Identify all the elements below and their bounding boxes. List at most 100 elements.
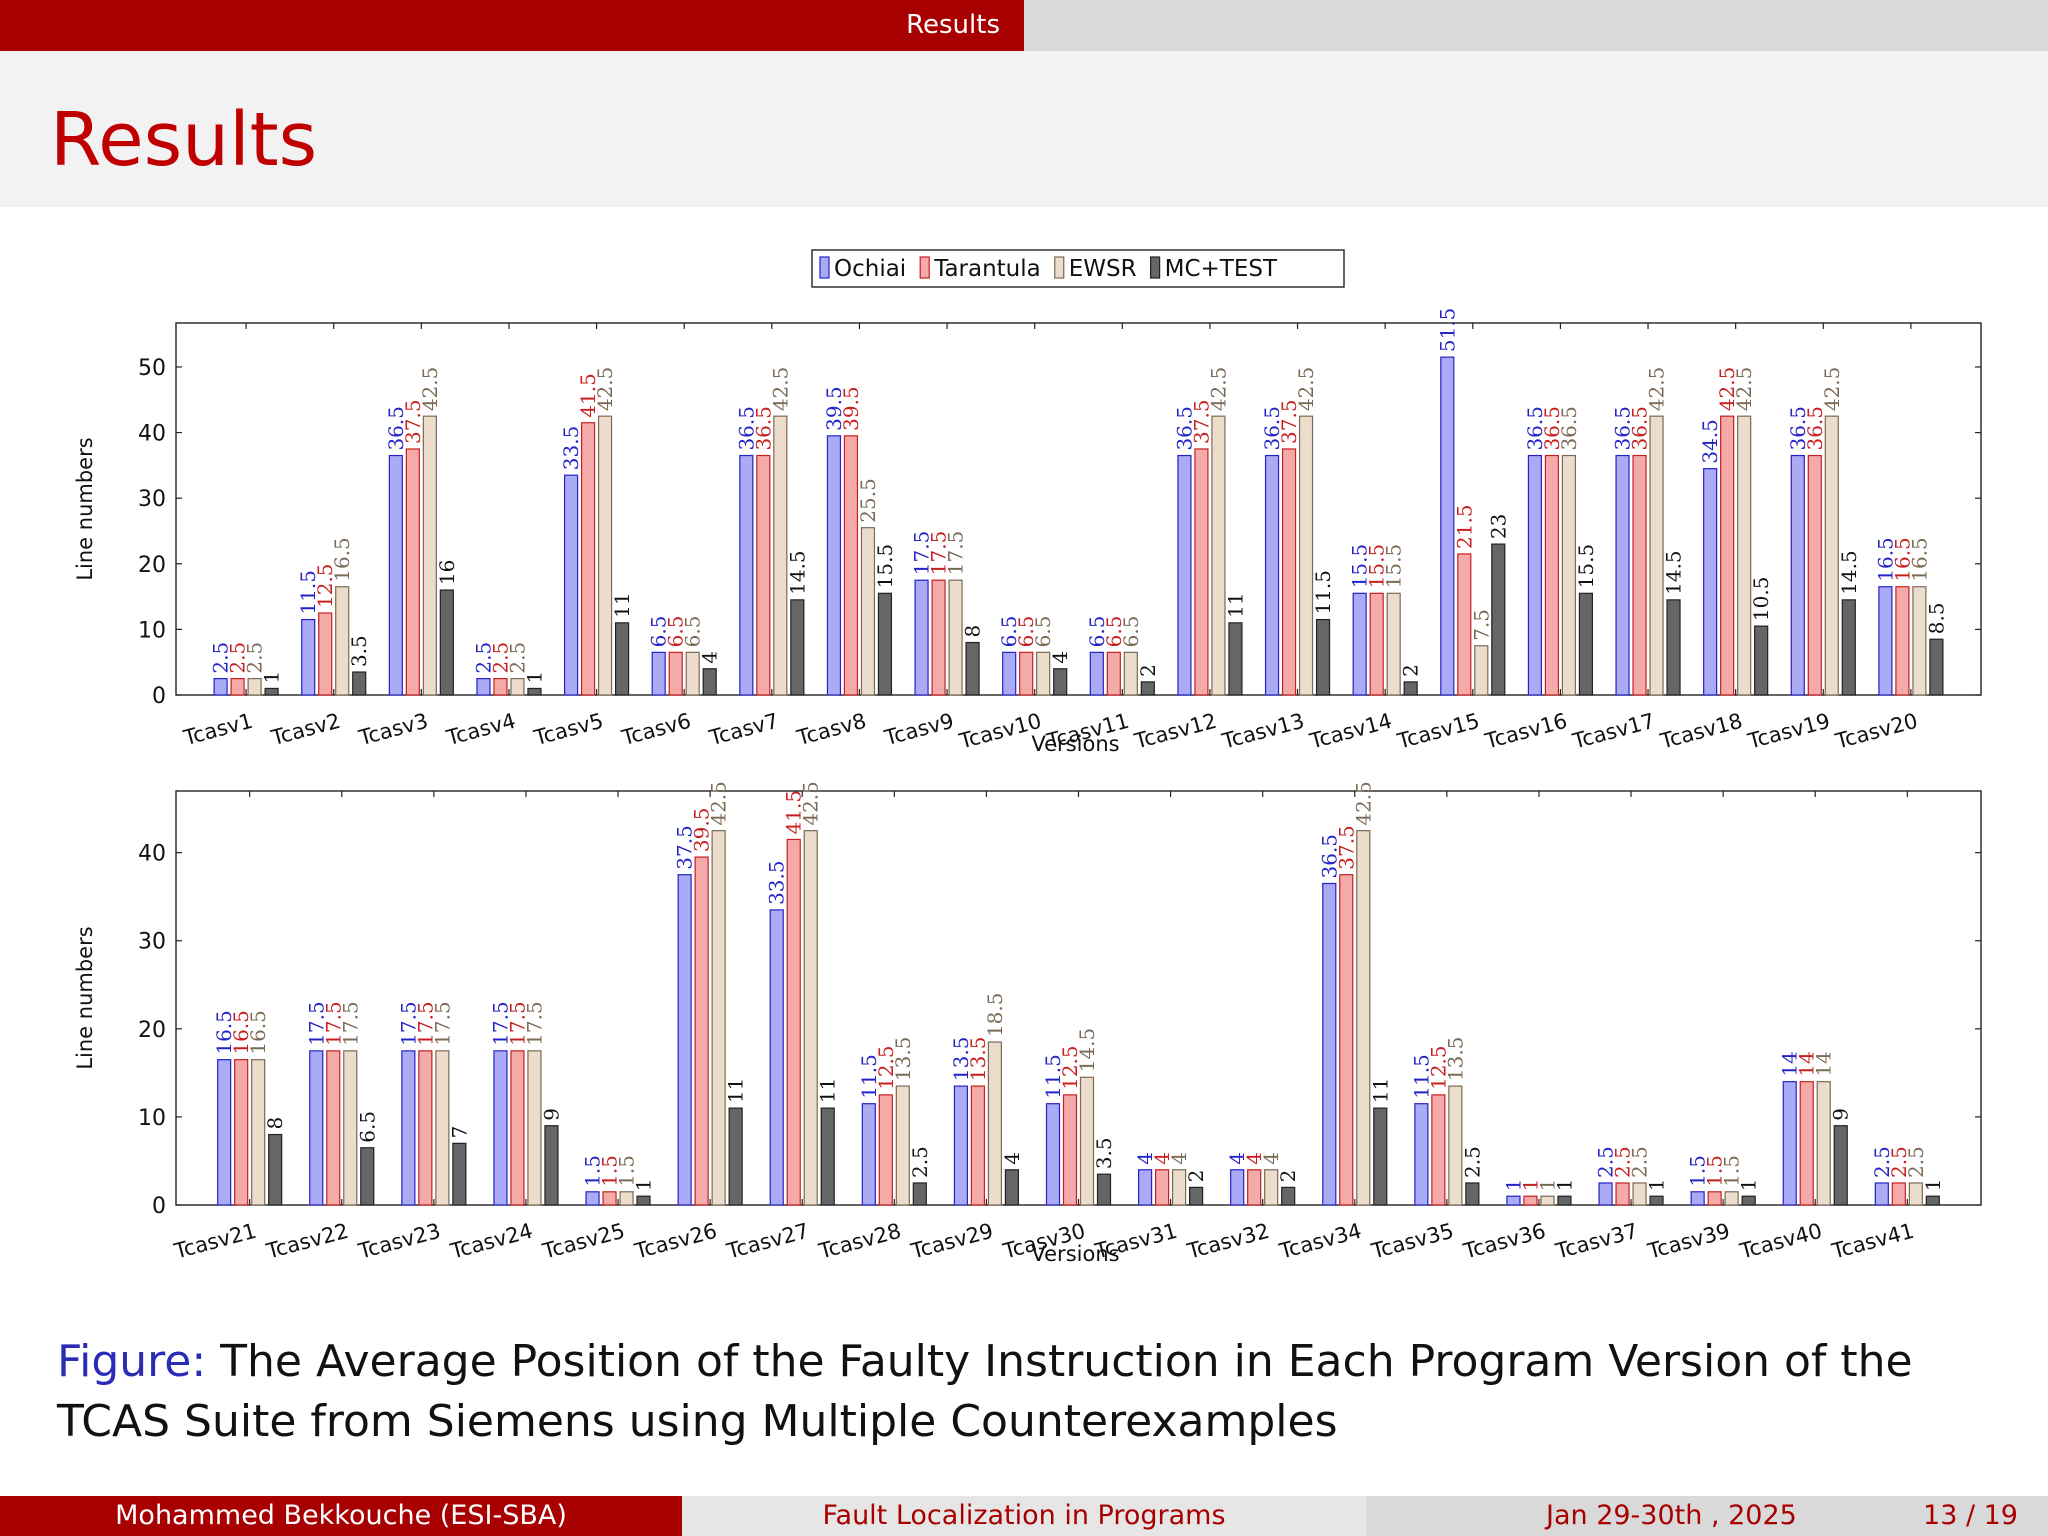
bar-mctest — [965, 641, 980, 696]
data-label: 6.5 — [1085, 616, 1109, 648]
data-label: 2 — [1184, 1170, 1208, 1183]
data-label: 8 — [263, 1117, 287, 1130]
x-tick-label: Tcasv24 — [447, 1219, 535, 1264]
data-label: 42.5 — [1206, 367, 1230, 412]
bar-tarantula — [1339, 874, 1354, 1206]
data-label: 39.5 — [822, 386, 846, 431]
bar-ochiai — [1045, 1103, 1061, 1206]
bar-tarantula — [1281, 448, 1297, 696]
x-tick-label: Tcasv9 — [881, 709, 956, 751]
x-tick-label: Tcasv37 — [1552, 1219, 1640, 1264]
bar-ewsr — [860, 527, 876, 696]
bar-tarantula — [1891, 1182, 1906, 1206]
y-tick-label: 10 — [138, 618, 166, 643]
bar-tarantula — [1019, 651, 1034, 696]
x-tick-label: Tcasv13 — [1219, 709, 1307, 754]
bar-ochiai — [1089, 651, 1104, 696]
data-label: 11 — [816, 1078, 840, 1103]
bar-ochiai — [1782, 1081, 1797, 1206]
data-label: 4 — [1133, 1152, 1157, 1165]
frame-title-bar — [0, 51, 2048, 207]
x-tick-label: Tcasv21 — [171, 1219, 259, 1264]
legend-label: MC+TEST — [1165, 256, 1278, 282]
x-tick-label: Tcasv27 — [723, 1219, 811, 1264]
data-label: 1 — [1645, 1178, 1669, 1191]
bar-tarantula — [1369, 592, 1384, 696]
page-title: Results — [50, 97, 318, 183]
y-tick-label: 0 — [152, 1194, 166, 1219]
data-label: 34.5 — [1698, 419, 1722, 464]
x-tick-label: Tcasv1 — [180, 709, 255, 751]
data-label: 17.5 — [505, 1001, 529, 1046]
bar-ewsr — [1912, 586, 1927, 696]
bar-ochiai — [1506, 1195, 1521, 1206]
x-tick-label: Tcasv12 — [1131, 709, 1219, 754]
bar-ochiai — [1440, 356, 1455, 696]
x-tick-label: Tcasv3 — [355, 709, 430, 751]
x-tick-label: Tcasv22 — [263, 1219, 351, 1264]
bar-ochiai — [1527, 454, 1543, 696]
bar-charts: 010203040502.52.52.51Tcasv111.512.516.53… — [73, 249, 1982, 1266]
bar-ewsr — [1540, 1195, 1555, 1206]
footer-right: Jan 29-30th , 2025 13 / 19 — [1366, 1496, 2048, 1536]
x-tick-label: Tcasv16 — [1482, 709, 1570, 754]
bar-mctest — [264, 687, 279, 696]
data-label: 17.5 — [304, 1001, 328, 1046]
footer: Mohammed Bekkouche (ESI-SBA) Fault Local… — [0, 1496, 2048, 1536]
data-label: 11.5 — [1311, 570, 1335, 615]
page-number[interactable]: 13 / 19 — [1923, 1500, 2018, 1531]
bar-tarantula — [602, 1191, 617, 1206]
bar-ewsr — [247, 677, 262, 696]
section-indicator[interactable]: Results — [0, 0, 1024, 51]
data-label: 21.5 — [1452, 504, 1476, 549]
bar-tarantula — [580, 422, 596, 696]
bar-mctest — [360, 1147, 375, 1206]
data-label: 11.5 — [1041, 1054, 1065, 1099]
bar-ewsr — [335, 586, 350, 696]
bar-ochiai — [769, 909, 784, 1206]
bar-ochiai — [1264, 454, 1280, 696]
data-label: 14 — [1795, 1051, 1819, 1076]
legend-label: Ochiai — [834, 256, 906, 282]
data-label: 25.5 — [856, 478, 880, 523]
data-label: 2.5 — [1887, 1146, 1911, 1178]
data-label: 14 — [1778, 1051, 1802, 1076]
legend-swatch — [1150, 256, 1161, 279]
data-label: 13.5 — [949, 1037, 973, 1082]
data-label: 42.5 — [1820, 367, 1844, 412]
data-label: 2.5 — [471, 642, 495, 674]
data-label: 39.5 — [690, 808, 714, 853]
bar-ewsr — [773, 415, 788, 696]
data-label: 3.5 — [347, 635, 371, 667]
data-label: 11.5 — [857, 1054, 881, 1099]
bar-ewsr — [987, 1041, 1003, 1206]
bar-ewsr — [1171, 1169, 1187, 1206]
data-label: 1 — [260, 671, 284, 684]
bar-ewsr — [1386, 592, 1401, 696]
bar-mctest — [1841, 599, 1856, 696]
data-label: 14.5 — [1837, 550, 1861, 595]
data-label: 36.5 — [1317, 834, 1341, 879]
bar-ewsr — [1737, 415, 1752, 696]
x-tick-label: Tcasv41 — [1829, 1219, 1917, 1264]
data-label: 6.5 — [1119, 616, 1143, 648]
bar-ochiai — [1230, 1169, 1245, 1206]
bar-tarantula — [1247, 1169, 1262, 1206]
bar-mctest — [1096, 1173, 1112, 1206]
data-label: 4 — [698, 651, 722, 664]
data-label: 17.5 — [910, 531, 934, 576]
data-label: 2.5 — [505, 642, 529, 674]
bar-ochiai — [1874, 1182, 1889, 1206]
data-label: 51.5 — [1435, 308, 1459, 353]
data-label: 11 — [610, 592, 634, 617]
bar-mctest — [728, 1107, 743, 1206]
data-label: 2.5 — [209, 642, 233, 674]
data-label: 1.5 — [615, 1155, 639, 1187]
bar-mctest — [1053, 668, 1068, 696]
data-label: 17.5 — [927, 531, 951, 576]
y-tick-label: 30 — [138, 930, 166, 955]
bar-mctest — [1929, 638, 1944, 696]
bar-mctest — [439, 589, 454, 696]
bar-tarantula — [234, 1059, 249, 1206]
data-label: 1 — [1518, 1178, 1542, 1191]
